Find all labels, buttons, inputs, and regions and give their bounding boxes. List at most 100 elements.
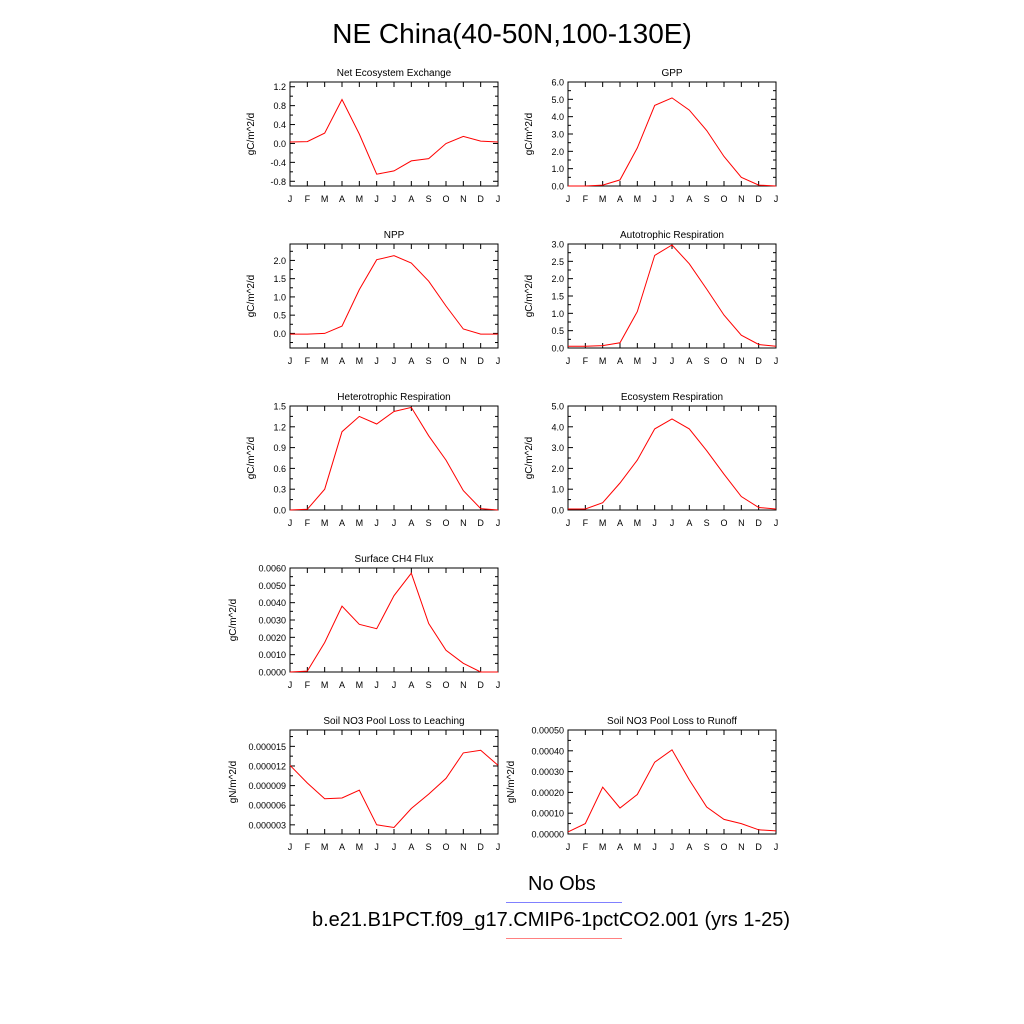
x-tick-label: O [442,680,449,690]
series-line [289,406,499,511]
x-tick-label: N [460,680,467,690]
y-tick-label: 0.0030 [258,616,286,626]
x-tick-label: J [652,518,657,528]
x-tick-label: D [755,356,762,366]
x-tick-label: F [305,194,311,204]
x-tick-label: J [566,194,571,204]
x-tick-label: M [321,680,329,690]
x-tick-label: M [634,194,642,204]
x-tick-label: J [566,842,571,852]
x-tick-label: S [426,842,432,852]
y-tick-label: 0.3 [273,485,286,495]
figure-title: NE China(40-50N,100-130E) [332,18,692,49]
y-tick-label: 0.00030 [531,767,564,777]
y-tick-label: 0.0050 [258,581,286,591]
y-tick-label: 1.2 [273,82,286,92]
x-tick-label: D [755,842,762,852]
x-tick-label: M [634,518,642,528]
x-tick-label: D [755,194,762,204]
y-tick-label: 0.000009 [248,781,286,791]
y-tick-label: 0.00040 [531,746,564,756]
y-tick-label: 3.0 [551,443,564,453]
y-tick-label: 1.2 [273,422,286,432]
y-axis-label: gC/m^2/d [246,437,257,480]
panel-title: Ecosystem Respiration [621,392,723,403]
x-tick-label: N [738,518,745,528]
x-tick-label: O [442,356,449,366]
y-tick-label: 0.6 [273,464,286,474]
x-tick-label: J [774,518,779,528]
x-tick-label: A [339,842,345,852]
x-tick-label: A [686,842,692,852]
x-tick-label: J [374,680,379,690]
x-tick-label: A [339,356,345,366]
x-tick-label: N [738,356,745,366]
plot-frame [289,729,499,835]
legend-model-label: b.e21.B1PCT.f09_g17.CMIP6-1pctCO2.001 (y… [312,909,791,931]
x-tick-label: J [392,194,397,204]
x-tick-label: S [704,194,710,204]
x-tick-label: S [426,194,432,204]
x-tick-label: M [321,194,329,204]
x-tick-label: J [374,518,379,528]
panel-title: Surface CH4 Flux [355,554,434,565]
y-tick-label: 5.0 [551,95,564,105]
x-tick-label: N [460,356,467,366]
y-tick-label: 0.5 [273,311,286,321]
x-tick-label: S [426,518,432,528]
x-tick-label: F [305,842,311,852]
x-tick-label: M [356,194,364,204]
x-tick-label: N [460,842,467,852]
y-tick-label: 2.0 [273,256,286,266]
y-tick-label: -0.8 [270,177,286,187]
y-axis-label: gC/m^2/d [524,275,535,318]
x-tick-label: M [599,356,607,366]
x-tick-label: F [305,680,311,690]
panel-soil-no3-leaching: Soil NO3 Pool Loss to Leaching gN/m^2/d J F… [228,716,500,852]
panel-title: Heterotrophic Respiration [337,392,450,403]
x-tick-label: A [339,680,345,690]
x-tick-label: M [634,842,642,852]
x-tick-label: F [305,356,311,366]
x-tick-label: M [356,842,364,852]
x-tick-label: J [288,356,293,366]
series-line [289,98,499,175]
y-axis-label: gC/m^2/d [228,599,239,642]
x-tick-label: N [460,518,467,528]
x-tick-label: S [426,680,432,690]
y-tick-label: 0.9 [273,443,286,453]
y-tick-label: 3.0 [551,130,564,140]
x-tick-label: O [720,356,727,366]
y-tick-label: 2.0 [551,464,564,474]
x-tick-label: J [392,356,397,366]
series-line [290,255,498,335]
y-tick-label: 0.00050 [531,726,564,736]
x-tick-label: J [652,356,657,366]
x-tick-label: M [321,356,329,366]
panel-title: Soil NO3 Pool Loss to Leaching [323,716,464,727]
x-tick-label: O [442,842,449,852]
x-tick-label: J [774,842,779,852]
series-line [568,97,777,187]
x-tick-label: J [374,194,379,204]
x-tick-label: J [774,194,779,204]
series-line [289,572,498,673]
legend-obs-line [506,902,622,903]
y-axis-label: gC/m^2/d [246,113,257,156]
legend-model-line [506,938,622,939]
x-tick-label: N [460,194,467,204]
panel-title: Net Ecosystem Exchange [337,68,452,79]
y-tick-label: 0.000003 [248,820,286,830]
plot-frame [567,729,777,835]
panel-title: Soil NO3 Pool Loss to Runoff [607,716,737,727]
x-tick-label: J [652,842,657,852]
y-tick-label: 3.0 [551,240,564,250]
x-tick-label: N [738,842,745,852]
x-tick-label: J [374,356,379,366]
x-tick-label: J [496,356,501,366]
